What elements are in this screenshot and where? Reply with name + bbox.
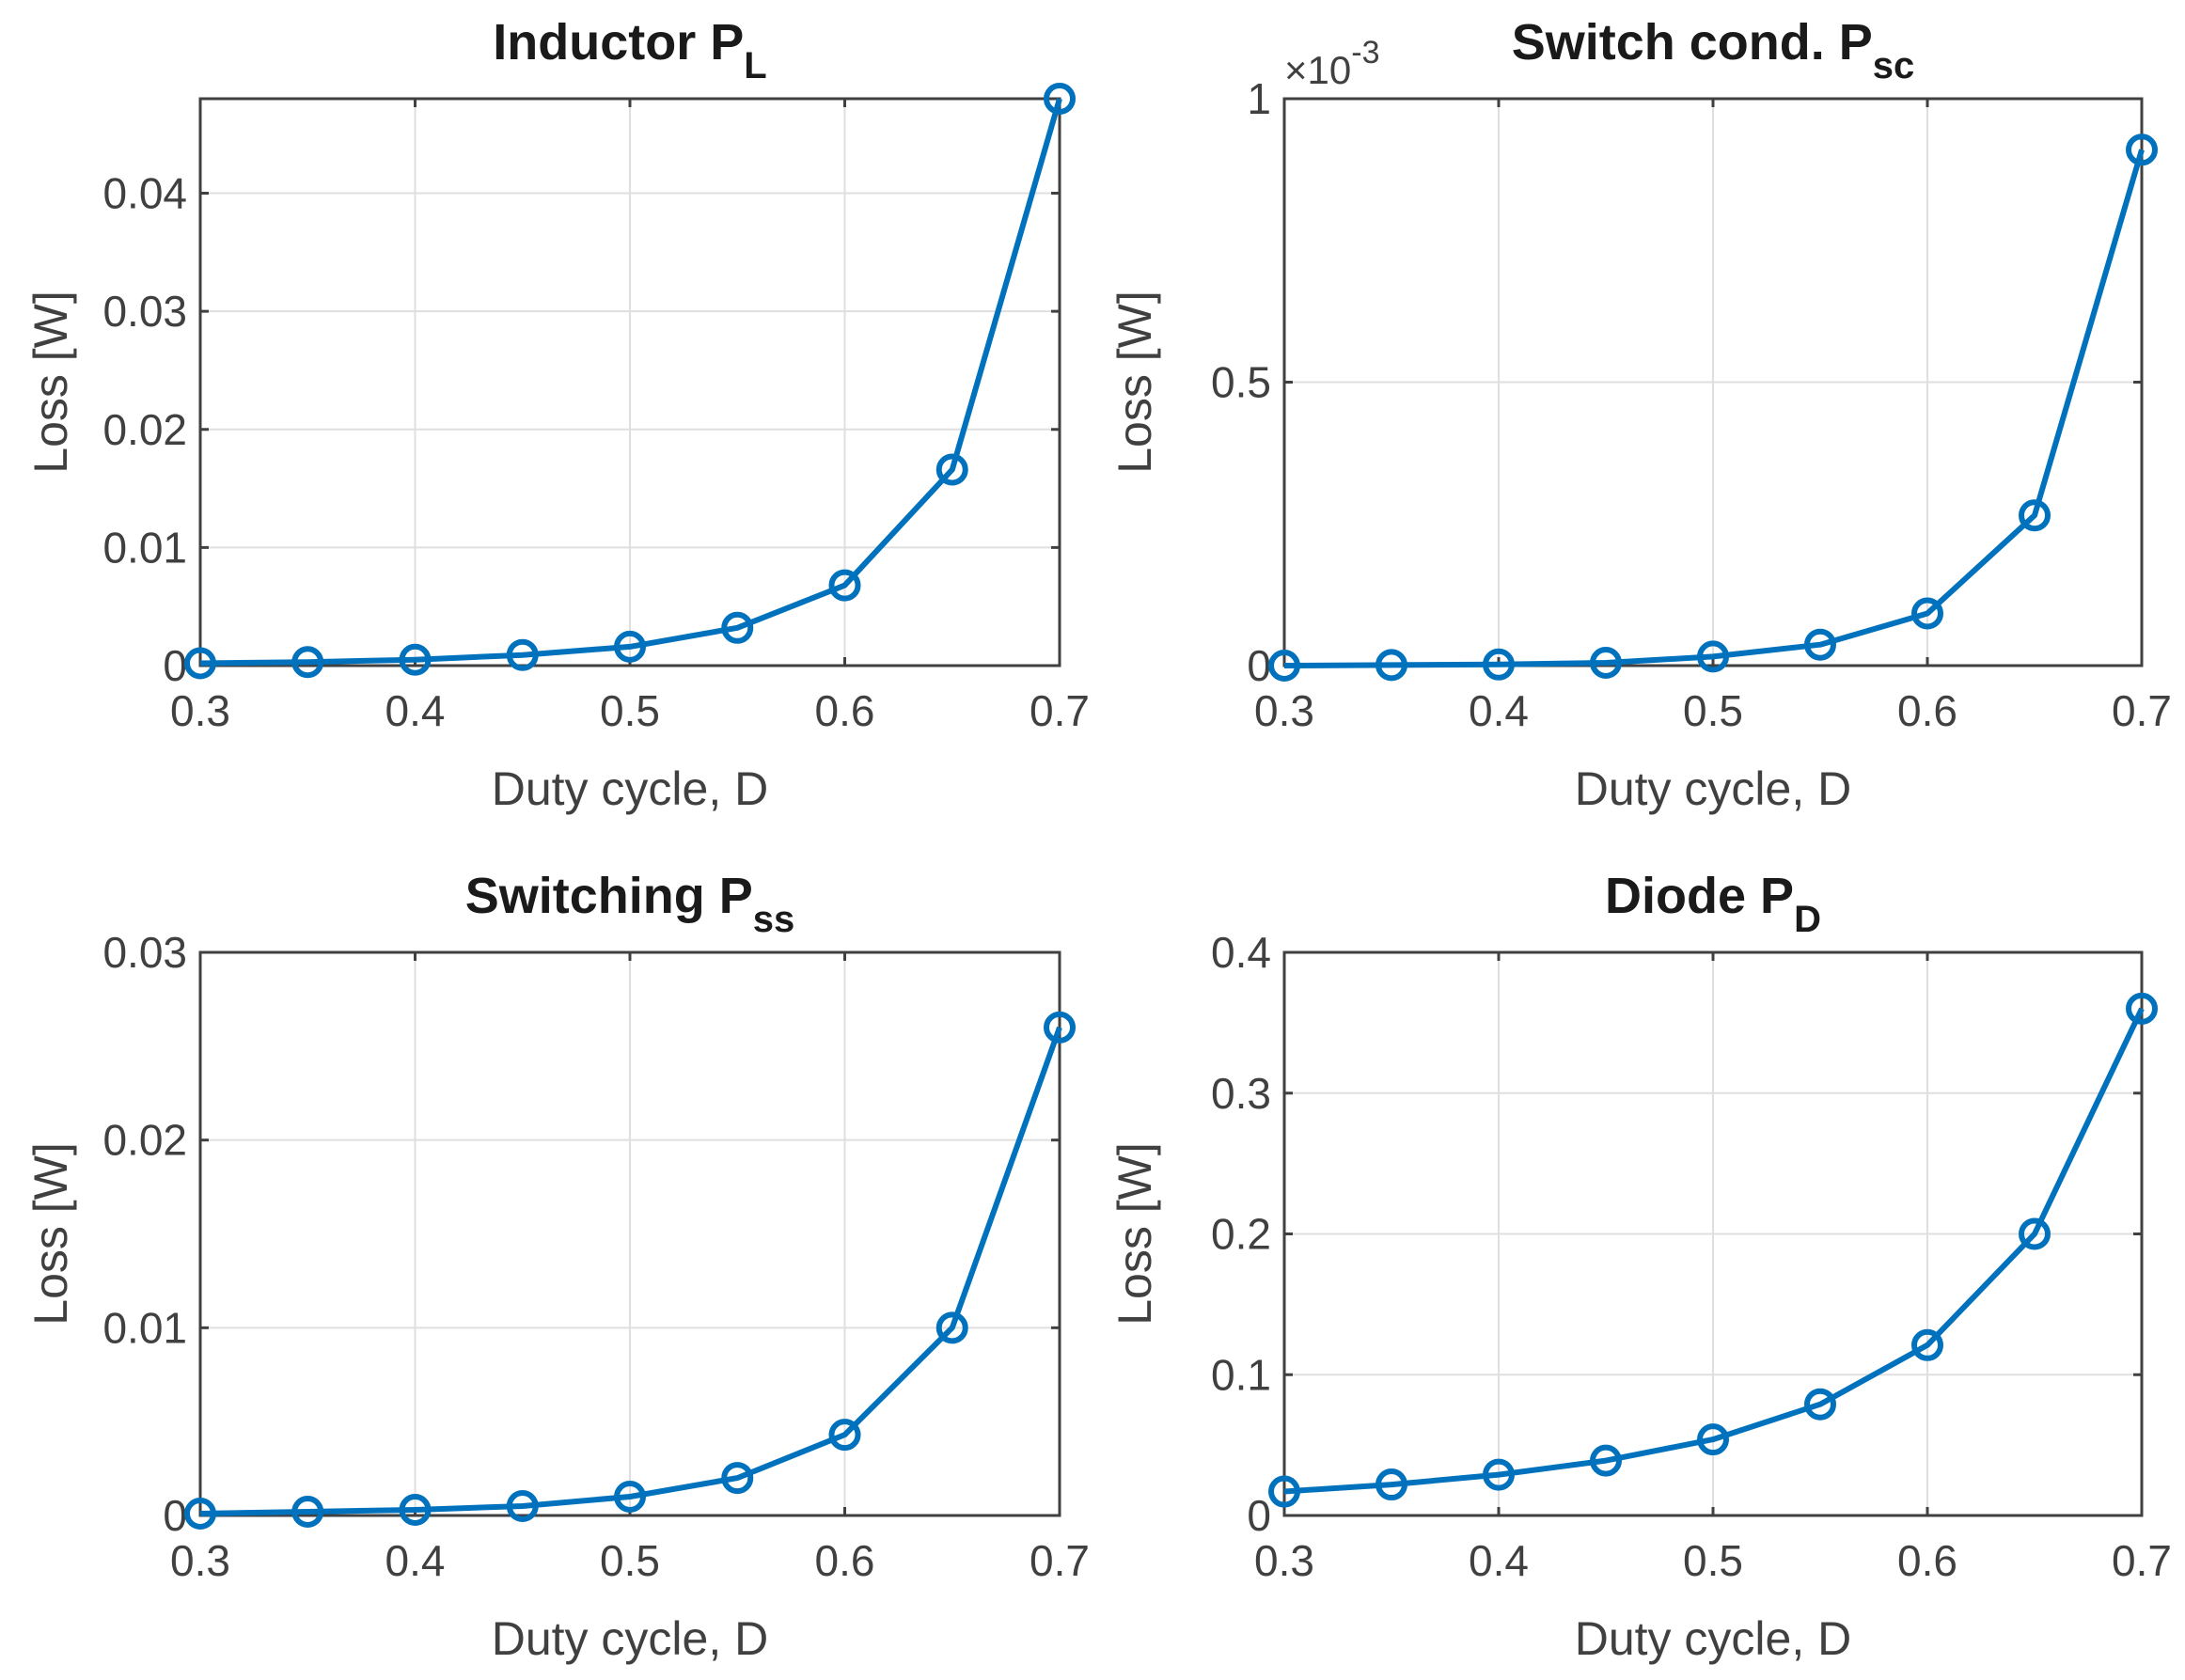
series-line [199, 1026, 1062, 1516]
chart-panel-4: 0.3 0.4 0.5 0.6 0.7 0 0.1 0.2 0.3 0.4 Diode PD Duty… [1108, 868, 2172, 1665]
x-axis-label: Duty cycle, D [1575, 1612, 1852, 1665]
data-point [721, 1462, 754, 1495]
data-point [291, 646, 324, 679]
x-tick-label: 0.5 [600, 1536, 660, 1585]
data-point [1268, 650, 1300, 682]
y-tick-label: 0.04 [102, 169, 187, 218]
x-tick-label: 0.6 [815, 686, 875, 735]
data-point [2126, 992, 2158, 1025]
chart-panel-1: 0.3 0.4 0.5 0.6 0.7 0 0.01 0.02 0.03 0.04 Inductor… [24, 14, 1090, 815]
x-axis-label: Duty cycle, D [492, 1612, 769, 1665]
x-axis-label: Duty cycle, D [1575, 762, 1852, 815]
data-point [2126, 133, 2158, 166]
data-point [935, 1311, 968, 1344]
x-tick-label: 0.3 [170, 1536, 230, 1585]
y-tick-label: 0.01 [102, 1303, 187, 1352]
x-tick-label: 0.4 [1469, 1536, 1529, 1585]
x-tick-label: 0.7 [2112, 1536, 2172, 1585]
chart-panel-3: 0.3 0.4 0.5 0.6 0.7 0 0.01 0.02 0.03 Switching Ps… [24, 868, 1090, 1665]
x-tick-label: 0.4 [385, 1536, 446, 1585]
y-axis-label: Loss [W] [24, 1142, 77, 1325]
data-point [935, 453, 968, 486]
x-tick-label: 0.7 [1030, 686, 1090, 735]
y-tick-label: 0.03 [102, 287, 187, 336]
y-tick-label: 0 [1247, 1491, 1271, 1540]
data-point [291, 1496, 324, 1529]
data-point [721, 611, 754, 644]
x-tick-label: 0.3 [1254, 1536, 1314, 1585]
chart-title: Switch cond. Psc [1512, 14, 1915, 86]
data-point [1697, 640, 1729, 673]
x-tick-label: 0.5 [1683, 686, 1743, 735]
chart-title: Inductor PL [493, 14, 766, 86]
y-axis-label: Loss [W] [24, 290, 77, 473]
y-tick-label: 0.5 [1211, 358, 1271, 407]
data-point [828, 1419, 861, 1452]
chart-title: Switching Pss [465, 868, 795, 940]
y-tick-label: 0.02 [102, 1116, 187, 1165]
y-tick-label: 0.2 [1211, 1210, 1271, 1259]
data-point [2019, 499, 2051, 532]
y-tick-label: 0 [163, 1491, 187, 1540]
x-tick-label: 0.7 [2112, 686, 2172, 735]
y-tick-label: 0.03 [102, 928, 187, 977]
y-tick-label: 0.3 [1211, 1069, 1271, 1118]
x-tick-label: 0.3 [1254, 686, 1314, 735]
data-point [1044, 83, 1076, 115]
y-tick-label: 1 [1247, 74, 1271, 123]
data-point [399, 643, 432, 676]
data-point [1375, 1468, 1407, 1501]
data-point [1375, 649, 1407, 682]
data-point [1911, 1328, 1943, 1361]
series-line [1283, 1007, 2145, 1495]
y-tick-label: 0.4 [1211, 928, 1271, 977]
data-point [1804, 628, 1836, 661]
data-point [828, 569, 861, 602]
data-point [614, 1481, 646, 1514]
data-point [506, 638, 539, 671]
x-tick-label: 0.5 [1683, 1536, 1743, 1585]
x-tick-label: 0.3 [170, 686, 230, 735]
x-tick-label: 0.4 [1469, 686, 1529, 735]
y-axis-label: Loss [W] [1108, 1142, 1161, 1325]
data-point [1590, 1444, 1622, 1477]
x-tick-label: 0.6 [815, 1536, 875, 1585]
y-tick-label: 0 [163, 641, 187, 690]
series-line [199, 98, 1062, 667]
chart-title: Diode PD [1605, 868, 1821, 940]
data-point [184, 1498, 216, 1531]
y-axis-label: Loss [W] [1108, 290, 1161, 473]
data-point [1911, 597, 1943, 630]
data-point [2019, 1217, 2051, 1250]
data-point [1044, 1011, 1076, 1044]
x-tick-label: 0.6 [1897, 686, 1957, 735]
data-point [1483, 1458, 1515, 1491]
y-tick-label: 0.01 [102, 523, 187, 572]
data-point [399, 1494, 432, 1527]
data-point [1268, 1475, 1300, 1508]
x-tick-label: 0.5 [600, 686, 660, 735]
y-exponent-label: ×10-3 [1284, 35, 1379, 92]
x-tick-label: 0.6 [1897, 1536, 1957, 1585]
data-point [1590, 646, 1622, 679]
data-point [1804, 1388, 1836, 1421]
data-point [184, 647, 216, 680]
data-point [1697, 1423, 1729, 1456]
y-tick-label: 0.1 [1211, 1350, 1271, 1399]
series-line [1283, 149, 2145, 668]
y-tick-label: 0 [1247, 641, 1271, 690]
x-tick-label: 0.4 [385, 686, 446, 735]
data-point [1483, 648, 1515, 681]
data-point [506, 1490, 539, 1523]
y-tick-label: 0.02 [102, 405, 187, 454]
x-tick-label: 0.7 [1030, 1536, 1090, 1585]
chart-panel-2: 0.3 0.4 0.5 0.6 0.7 0 0.5 1 ×10-3 Switch cond. Ps… [1108, 14, 2172, 815]
data-point [614, 630, 646, 663]
x-axis-label: Duty cycle, D [492, 762, 769, 815]
